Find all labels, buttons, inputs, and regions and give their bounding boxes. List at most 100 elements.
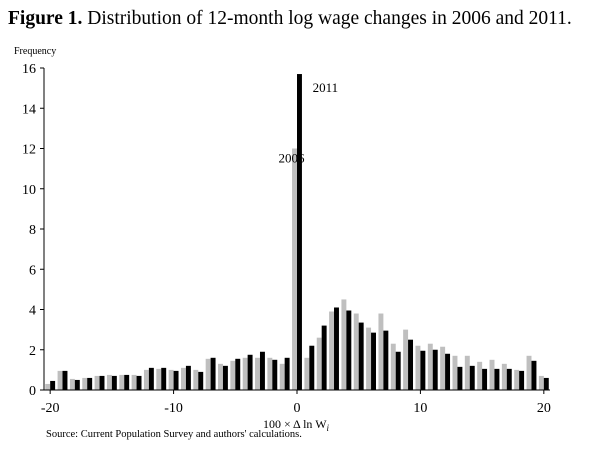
bar-2011-x-15 (111, 375, 117, 390)
bar-2011-x20 (543, 377, 549, 390)
bar-2006-x-9 (180, 367, 186, 390)
x-tick-label--20: -20 (41, 401, 60, 416)
bar-2006-x13 (452, 355, 458, 390)
bar-2011-x2 (321, 325, 327, 390)
bar-2006-x8 (390, 343, 396, 390)
y-tick-label-6: 6 (29, 263, 36, 278)
bar-2006-x15 (477, 361, 483, 390)
annotation-2006: 2006 (278, 151, 305, 166)
bar-2006-x-12 (143, 369, 149, 391)
bar-2006-x-8 (193, 369, 199, 391)
y-tick-label-0: 0 (29, 384, 36, 399)
bar-2006-x-15 (106, 374, 112, 390)
bar-2011-x-14 (124, 374, 130, 390)
x-axis-label-subscript: i (327, 423, 330, 433)
bar-2011-x9 (408, 339, 414, 390)
bar-2011-x-18 (74, 379, 80, 390)
bars-group (45, 74, 549, 391)
bar-2006-x16 (489, 359, 495, 390)
bar-2006-x-17 (82, 377, 88, 390)
figure-title-text: Distribution of 12-month log wage change… (87, 8, 572, 29)
axes-group: 0 2 4 6 8 10 12 14 16 -20 -10 0 10 20 (22, 62, 551, 416)
bar-2011-x17 (506, 368, 512, 390)
bar-2011-x6 (371, 332, 376, 390)
bar-2011-x-9 (185, 365, 191, 390)
bar-2006-x1 (304, 357, 310, 390)
bar-2006-x-11 (156, 368, 162, 390)
bar-2011-x-11 (161, 367, 167, 390)
bar-2011-x14 (469, 365, 475, 390)
bar-2011-x3 (334, 307, 339, 390)
bar-2006-x5 (353, 313, 359, 390)
bar-2006-x18 (514, 369, 520, 391)
bar-2011-x-6 (222, 365, 228, 390)
bar-2011-x-7 (210, 357, 216, 390)
bar-2011-x-20 (50, 380, 56, 390)
bar-2006-x17 (501, 363, 507, 390)
bar-2006-x14 (464, 355, 470, 390)
x-axis-label: 100 × Δ ln Wi (263, 417, 330, 433)
bar-2006-x-13 (131, 374, 137, 390)
bar-2011-x-2 (272, 359, 278, 390)
bar-2011-x16 (494, 368, 500, 390)
bar-2011-x-17 (87, 377, 93, 390)
y-tick-label-16: 16 (22, 62, 36, 77)
bar-2011-x19 (531, 360, 537, 390)
y-tick-label-12: 12 (22, 143, 36, 158)
bar-2006-x-19 (57, 370, 63, 390)
bar-2006-x2 (316, 337, 322, 390)
bar-2011-x10 (420, 350, 426, 390)
bar-2011-x-8 (198, 371, 204, 390)
bar-2011-x0 (297, 74, 302, 390)
bar-2011-x1 (309, 345, 315, 390)
bar-2011-x18 (519, 370, 525, 390)
bar-2006-x-5 (230, 360, 236, 390)
bar-2006-x11 (427, 343, 433, 390)
bar-2006-x19 (526, 355, 532, 390)
bar-2011-x-16 (99, 375, 105, 390)
bar-2011-x5 (358, 322, 364, 390)
bar-2006-x12 (440, 346, 446, 390)
annotation-2011: 2011 (313, 80, 339, 95)
x-tick-label-10: 10 (413, 401, 427, 416)
bar-2011-x7 (383, 330, 389, 390)
bar-2006-x3 (329, 311, 335, 390)
bar-2006-x4 (341, 299, 347, 390)
bar-2006-x-4 (242, 357, 248, 390)
bar-2011-x15 (482, 368, 488, 390)
y-tick-label-8: 8 (29, 223, 36, 238)
x-axis-label-text: 100 × Δ ln W (263, 417, 327, 431)
bar-2011-x-3 (259, 351, 265, 390)
x-tick-label--10: -10 (164, 401, 183, 416)
bar-2006-x-14 (119, 374, 125, 390)
bar-2011-x12 (445, 353, 451, 390)
bar-2006-x-3 (255, 357, 260, 390)
bar-2006-x0 (292, 148, 297, 390)
x-tick-label-0: 0 (294, 401, 301, 416)
bar-2011-x13 (457, 366, 463, 390)
bar-2011-x11 (432, 349, 438, 390)
bar-2006-x10 (415, 345, 421, 390)
bar-2011-x-4 (247, 354, 253, 390)
bar-2011-x-19 (62, 370, 68, 390)
y-tick-label-10: 10 (22, 183, 36, 198)
figure-number: Figure 1. (8, 8, 83, 29)
bar-2011-x-5 (235, 358, 241, 390)
bar-2011-x-1 (284, 357, 290, 390)
bar-2011-x-10 (173, 370, 179, 390)
bar-2011-x4 (346, 310, 352, 390)
y-axis-label: Frequency (14, 46, 56, 57)
source-note: Source: Current Population Survey and au… (46, 429, 302, 440)
y-tick-label-4: 4 (29, 304, 36, 319)
bar-2006-x-16 (94, 375, 100, 390)
bar-2006-x20 (538, 375, 544, 390)
annotations-group: 2006 2011 (278, 80, 338, 165)
x-tick-label-20: 20 (537, 401, 551, 416)
bar-2011-x-13 (136, 375, 142, 390)
bar-2011-x-12 (148, 367, 154, 390)
bar-2006-x-2 (267, 357, 273, 390)
bar-2006-x-10 (168, 369, 174, 391)
bar-2006-x-6 (218, 363, 223, 390)
bar-2006-x6 (366, 327, 372, 390)
